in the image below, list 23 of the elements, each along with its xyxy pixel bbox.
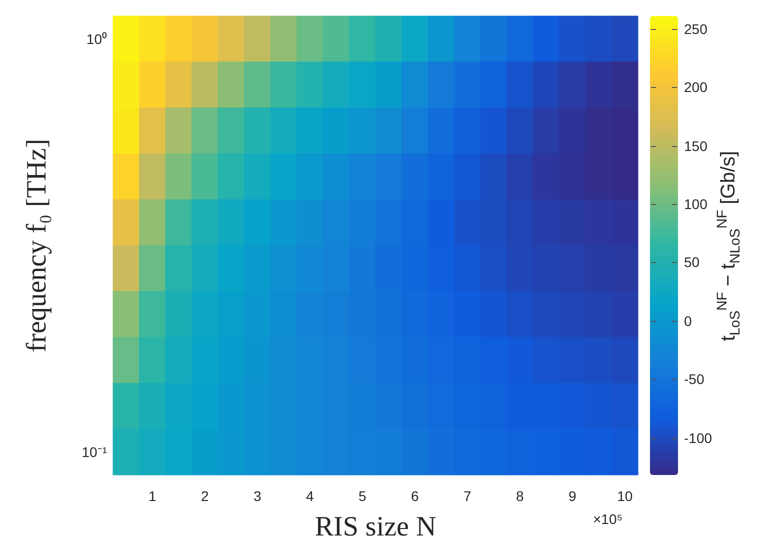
color-bar-label: 150 <box>684 138 708 154</box>
color-bar-label: 250 <box>684 20 708 37</box>
color-bar-label: 100 <box>684 196 708 212</box>
y-axis-title: frequency f₀ [THz] <box>22 138 52 352</box>
color-bar-label: 50 <box>684 254 700 270</box>
x-tick-label: 9 <box>568 488 576 504</box>
color-bar-label: -50 <box>684 371 704 388</box>
x-tick-label: 5 <box>358 488 366 504</box>
x-tick-label: 4 <box>306 488 314 504</box>
x-axis-title: RIS size N <box>314 512 436 542</box>
y-tick-label: 10⁻¹ <box>82 444 108 460</box>
color-bar-label: 200 <box>684 79 708 96</box>
x-tick-label: 8 <box>516 488 524 504</box>
x-tick-label: 1 <box>148 488 156 504</box>
color-bar-label: 0 <box>684 312 692 329</box>
y-tick-label: 10⁰ <box>86 30 107 47</box>
text: ×10⁵ <box>593 511 623 527</box>
x-tick-label: 2 <box>200 488 209 504</box>
x-tick-label: 3 <box>253 488 262 504</box>
x-tick-label: 7 <box>463 488 472 504</box>
x-tick-label: 10 <box>617 488 633 504</box>
x-tick-label: 6 <box>410 488 419 504</box>
color-bar-label: -100 <box>684 430 712 446</box>
